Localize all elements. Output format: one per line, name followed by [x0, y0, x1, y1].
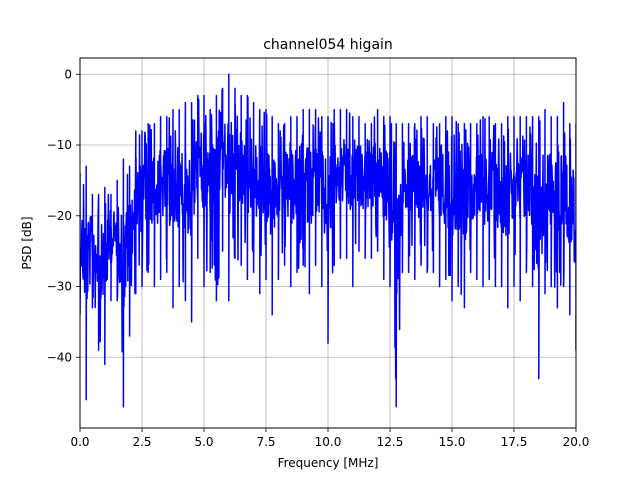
x-tick-label: 15.0	[439, 435, 466, 449]
x-axis-ticks: 0.0 2.5 5.0 7.5 10.0 12.5 15.0 17.5 20.0	[70, 428, 589, 449]
y-tick-label: −30	[47, 280, 72, 294]
x-tick-label: 2.5	[132, 435, 151, 449]
y-tick-label: −20	[47, 209, 72, 223]
psd-series-line	[80, 73, 576, 408]
x-tick-label: 5.0	[194, 435, 213, 449]
x-tick-label: 12.5	[377, 435, 404, 449]
x-tick-label: 0.0	[70, 435, 89, 449]
x-tick-label: 20.0	[563, 435, 590, 449]
y-tick-label: −40	[47, 350, 72, 364]
x-axis-label: Frequency [MHz]	[278, 456, 379, 470]
x-tick-label: 7.5	[256, 435, 275, 449]
series-group	[80, 73, 576, 408]
x-tick-label: 17.5	[501, 435, 528, 449]
chart-title: channel054 higain	[263, 37, 393, 53]
y-axis-ticks: 0 −10 −20 −30 −40	[47, 67, 80, 364]
y-tick-label: 0	[64, 67, 72, 81]
y-tick-label: −10	[47, 138, 72, 152]
y-axis-label: PSD [dB]	[20, 216, 34, 269]
x-tick-label: 10.0	[315, 435, 342, 449]
